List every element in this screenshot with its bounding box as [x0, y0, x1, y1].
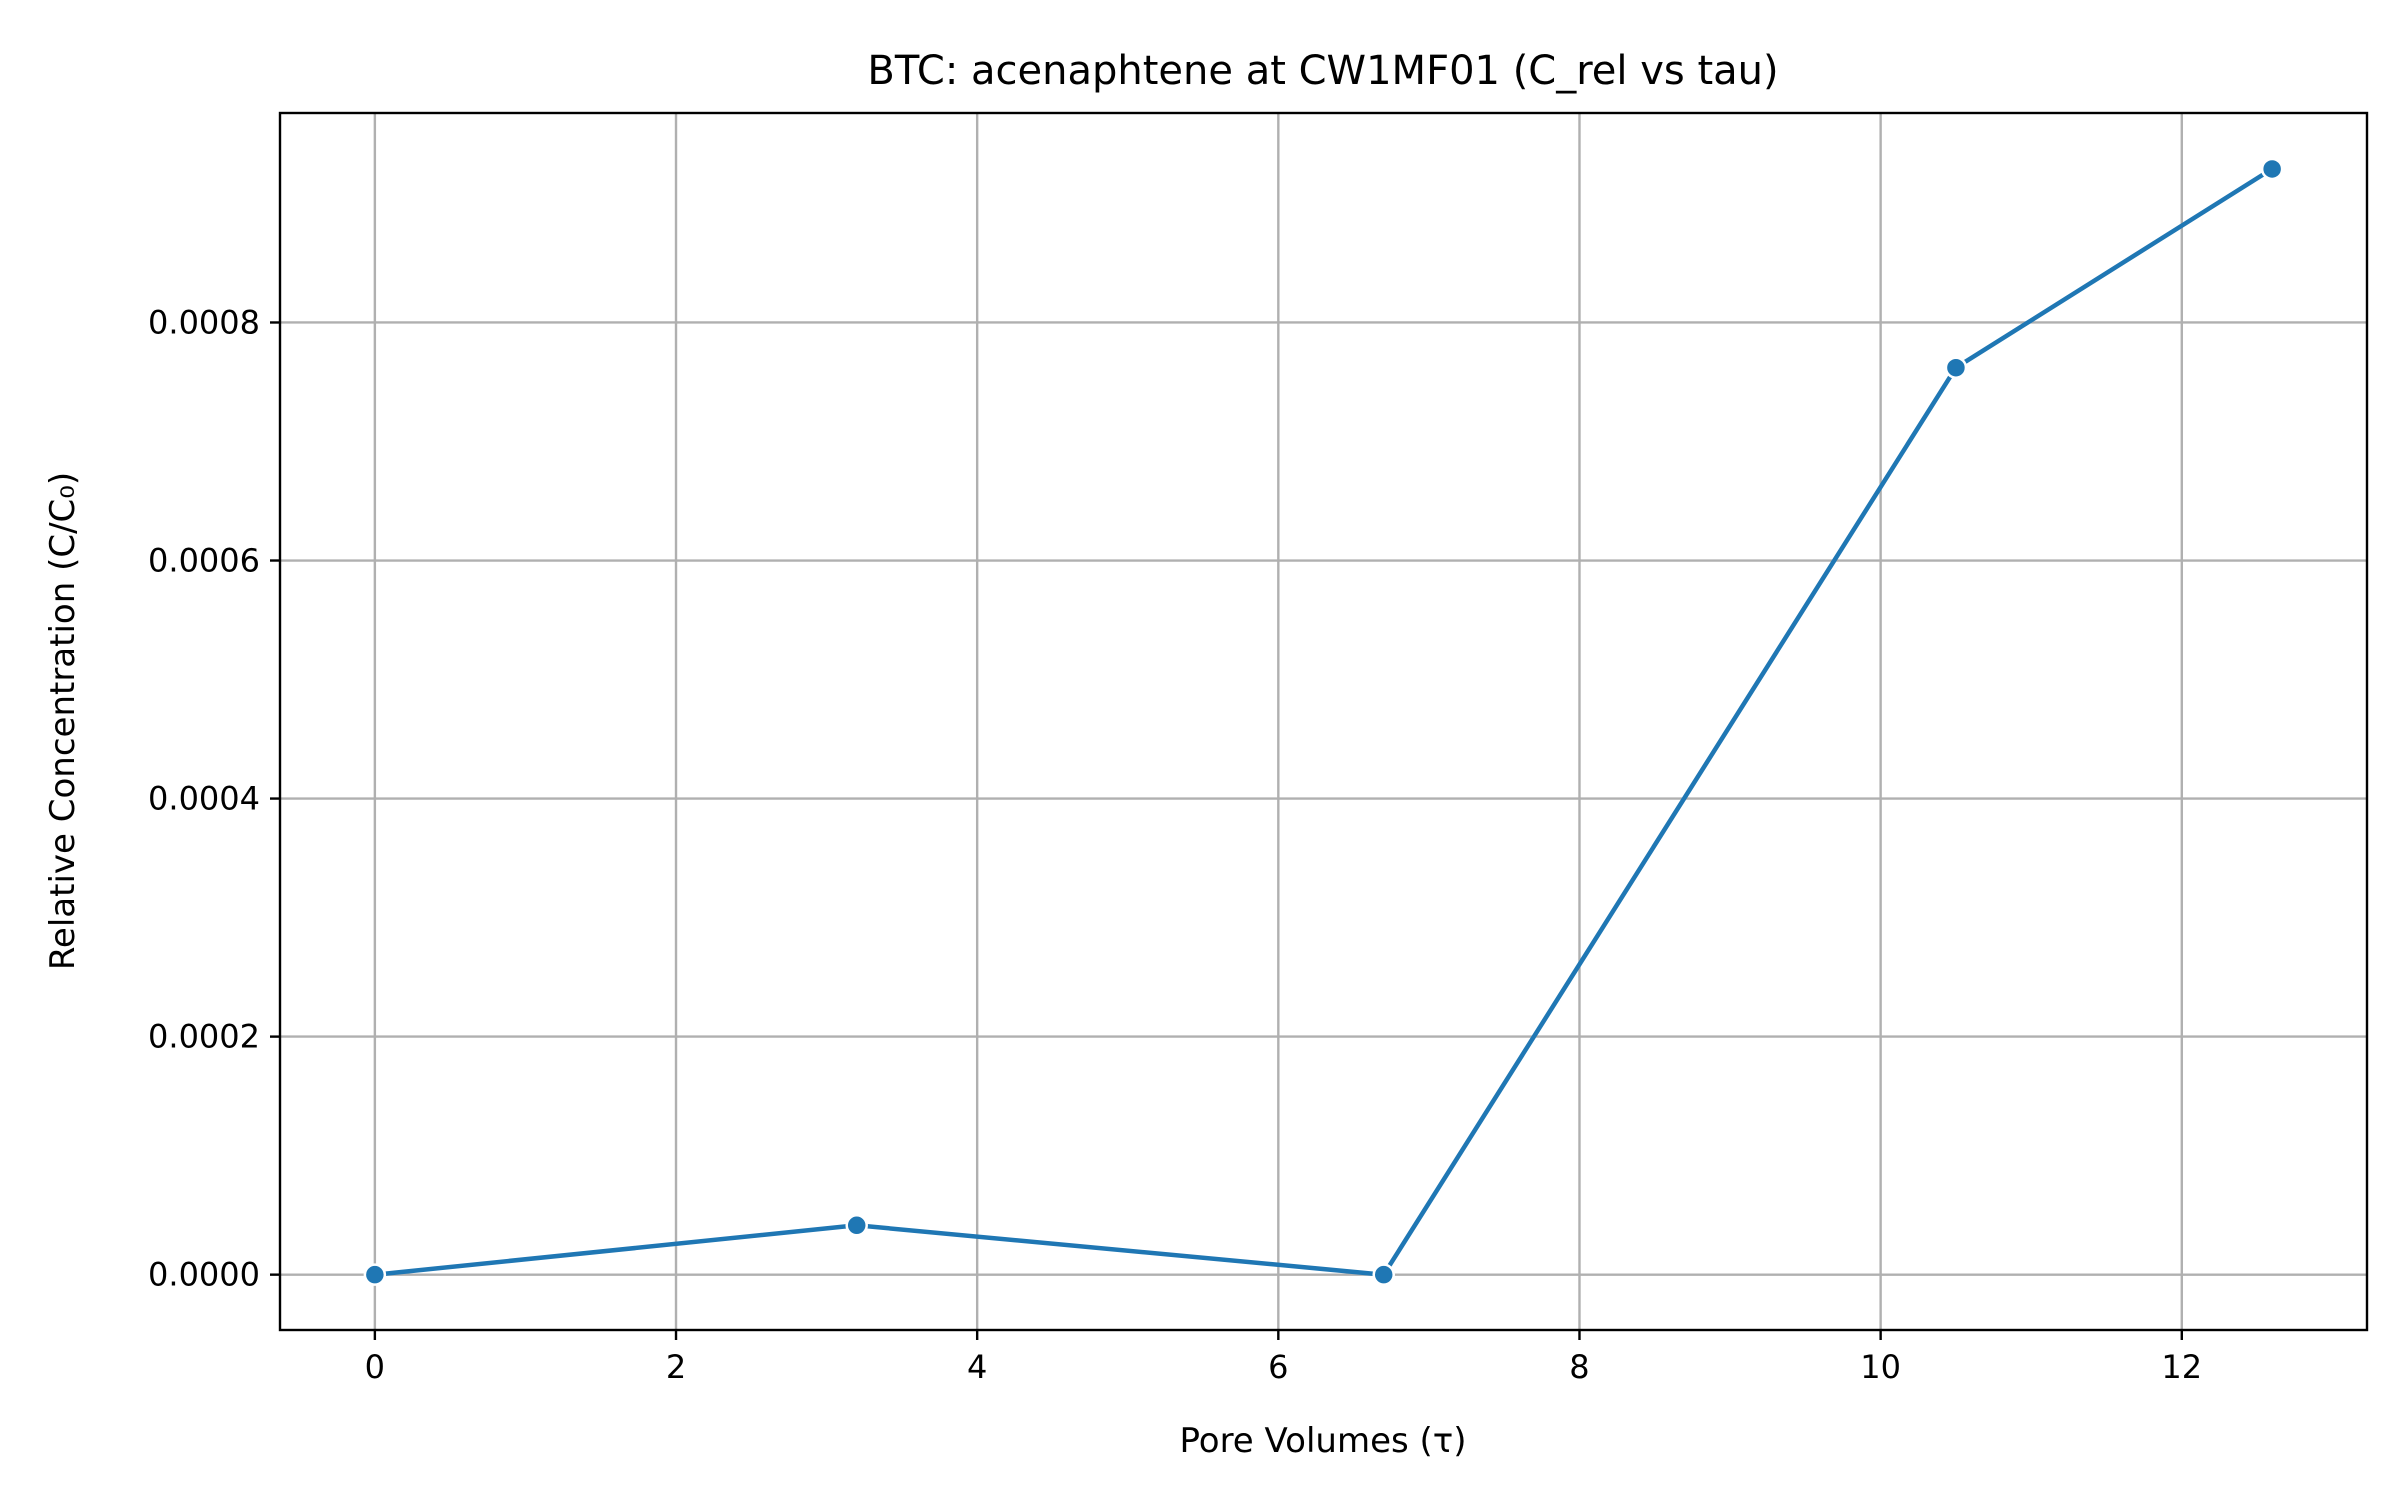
ticks-layer: 0 2 4 6 8 10 12 0.0000 0.0002 0.0004 0.0006 0.0008 — [148, 303, 2202, 1386]
x-axis-label: Pore Volumes (τ) — [1179, 1421, 1466, 1461]
grid-layer — [280, 113, 2367, 1330]
data-point — [363, 1263, 387, 1286]
y-axis-label: Relative Concentration (C/C₀) — [43, 472, 83, 970]
data-point — [1372, 1263, 1395, 1286]
x-tick-label: 0 — [365, 1348, 385, 1386]
y-tick-label: 0.0004 — [148, 780, 260, 818]
plot-frame — [278, 111, 2369, 1332]
x-tick-label: 10 — [1860, 1348, 1901, 1386]
x-tick-label: 12 — [2161, 1348, 2202, 1386]
x-tick-label: 2 — [666, 1348, 686, 1386]
series-layer — [363, 157, 2284, 1286]
x-tick-label: 6 — [1268, 1348, 1288, 1386]
x-tick-label: 8 — [1569, 1348, 1589, 1386]
y-tick-label: 0.0002 — [148, 1018, 260, 1056]
y-tick-label: 0.0008 — [148, 303, 260, 341]
data-point — [1944, 356, 1968, 379]
x-tick-label: 4 — [967, 1348, 987, 1386]
y-tick-label: 0.0000 — [148, 1256, 260, 1294]
data-point — [2260, 157, 2284, 181]
y-tick-label: 0.0006 — [148, 542, 260, 580]
chart-title: BTC: acenaphtene at CW1MF01 (C_rel vs ta… — [867, 48, 1778, 94]
data-point — [845, 1214, 868, 1237]
